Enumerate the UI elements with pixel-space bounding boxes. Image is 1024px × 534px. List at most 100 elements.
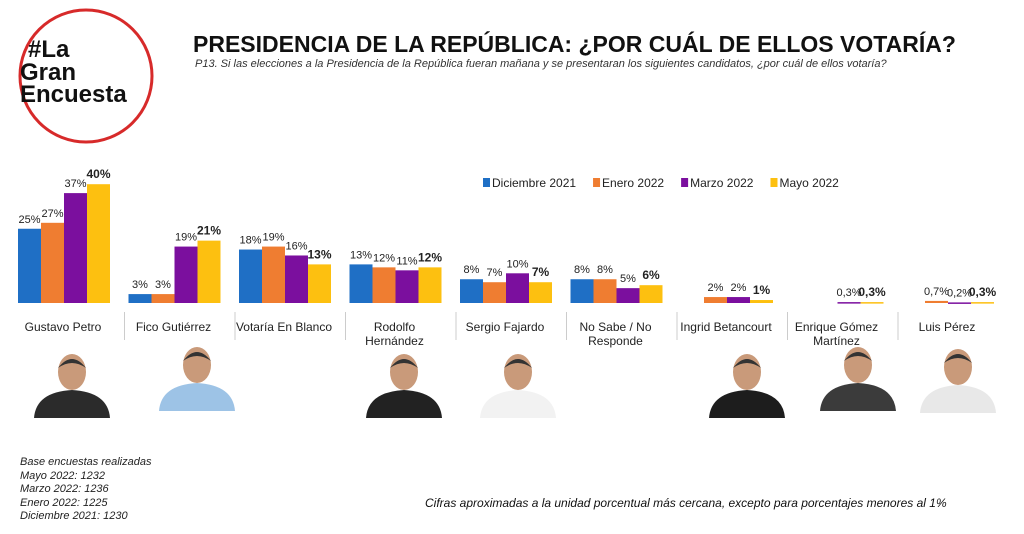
photo-hair — [944, 354, 972, 363]
photos — [34, 347, 996, 418]
bar — [64, 193, 87, 303]
bar — [41, 222, 64, 303]
data-label: 10% — [506, 258, 528, 270]
bar — [704, 297, 727, 303]
subtitle: P13. Si las elecciones a la Presidencia … — [195, 58, 887, 70]
category-label: Votaría En Blanco — [235, 320, 333, 334]
photo-body — [159, 383, 235, 411]
data-label: 13% — [307, 247, 331, 261]
base-note: Mayo 2022: 1232 — [20, 469, 106, 482]
data-label: 18% — [239, 235, 261, 247]
category-label: Gustavo Petro — [24, 320, 102, 334]
bar — [925, 300, 948, 303]
data-label: 1% — [753, 283, 771, 297]
bar — [570, 279, 594, 303]
legend-swatch — [593, 178, 601, 187]
data-label: 2% — [731, 282, 747, 294]
data-label: 19% — [262, 232, 284, 244]
data-label: 11% — [396, 255, 417, 267]
photo-hair — [183, 352, 211, 361]
data-label: 5% — [620, 273, 636, 285]
photo-hair — [390, 359, 418, 368]
bar — [151, 294, 175, 303]
bar — [418, 267, 442, 303]
photo-hair — [844, 352, 872, 361]
base-note: Enero 2022: 1225 — [20, 496, 108, 509]
bar — [174, 246, 198, 303]
legend-label: Diciembre 2021 — [492, 176, 576, 190]
bar — [837, 302, 861, 304]
bar — [971, 302, 994, 304]
bar — [727, 297, 750, 303]
bar — [87, 184, 110, 303]
legend-swatch — [483, 178, 490, 187]
data-label: 2% — [708, 282, 724, 294]
category-label: Ingrid Betancourt — [680, 320, 772, 334]
data-label: 8% — [574, 264, 590, 276]
data-label: 27% — [41, 208, 63, 220]
category-label: No Sabe / No Responde — [579, 320, 652, 348]
bar — [506, 273, 529, 303]
data-label: 12% — [373, 252, 395, 264]
photo-hair — [504, 359, 532, 368]
logo-ring — [18, 8, 154, 144]
base-note: Marzo 2022: 1236 — [20, 483, 109, 495]
data-label: 8% — [464, 264, 480, 276]
bar — [529, 282, 552, 303]
logo-text: #La — [28, 36, 70, 63]
photo-body — [820, 383, 896, 411]
photo-hair — [733, 359, 761, 368]
base-note: Diciembre 2021: 1230 — [20, 510, 128, 522]
data-label: 0,7% — [924, 286, 949, 298]
footnote: Cifras aproximadas a la unidad porcentua… — [425, 496, 947, 510]
data-label: 25% — [18, 214, 40, 226]
legend-label: Marzo 2022 — [690, 176, 754, 190]
bar — [262, 246, 285, 303]
bar — [616, 288, 640, 303]
category-label: Enrique Gómez Martínez — [794, 320, 879, 348]
logo-text: Encuesta — [20, 81, 127, 108]
logo-text: Gran — [20, 59, 76, 86]
legend-swatch — [681, 178, 689, 187]
photo-body — [366, 390, 442, 418]
bar — [593, 279, 617, 303]
bar — [639, 285, 663, 303]
data-label: 12% — [418, 250, 442, 264]
category-label: Luis Pérez — [918, 320, 976, 334]
photo-hair — [58, 359, 86, 368]
data-label: 13% — [350, 249, 372, 261]
category-label: Rodolfo Hernández — [365, 320, 424, 348]
bar — [860, 302, 884, 304]
data-label: 0,3% — [836, 287, 861, 299]
data-label: 7% — [487, 267, 503, 279]
data-label: 0,3% — [969, 285, 997, 299]
data-label: 8% — [597, 264, 613, 276]
data-label: 0,3% — [858, 285, 886, 299]
bar — [483, 282, 506, 303]
photo-body — [709, 390, 785, 418]
bar — [308, 264, 331, 303]
data-label: 0,2% — [947, 287, 972, 299]
data-label: 3% — [132, 279, 148, 291]
bar — [197, 240, 221, 303]
photo-body — [920, 385, 996, 413]
chart-title: PRESIDENCIA DE LA REPÚBLICA: ¿POR CUÁL D… — [193, 30, 956, 57]
bar — [349, 264, 373, 303]
legend-label: Enero 2022 — [602, 176, 664, 190]
data-label: 37% — [64, 178, 86, 190]
data-label: 16% — [285, 240, 307, 252]
bar — [750, 300, 773, 303]
legend-label: Mayo 2022 — [779, 176, 839, 190]
bar — [128, 294, 152, 303]
data-label: 19% — [175, 232, 197, 244]
bar — [18, 228, 41, 303]
data-label: 7% — [532, 265, 550, 279]
category-label: Sergio Fajardo — [465, 320, 545, 334]
photo-body — [34, 390, 110, 418]
data-label: 3% — [155, 279, 171, 291]
bar — [395, 270, 419, 303]
data-label: 6% — [642, 268, 660, 282]
data-label: 21% — [197, 224, 221, 238]
